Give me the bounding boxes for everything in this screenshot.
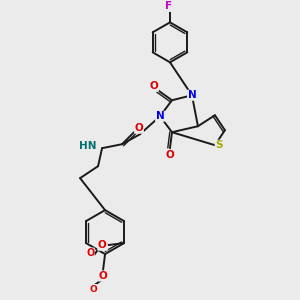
- Text: O: O: [85, 250, 93, 259]
- Text: N: N: [156, 111, 164, 121]
- Text: O: O: [166, 150, 174, 160]
- Text: F: F: [165, 2, 172, 11]
- Text: N: N: [188, 90, 196, 100]
- Text: O: O: [150, 81, 158, 91]
- Text: O: O: [86, 248, 94, 258]
- Text: O: O: [99, 240, 107, 250]
- Text: S: S: [215, 140, 223, 150]
- Text: O: O: [99, 271, 107, 281]
- Text: O: O: [89, 284, 97, 293]
- Text: HN: HN: [79, 141, 96, 151]
- Text: O: O: [98, 240, 106, 250]
- Text: O: O: [135, 123, 143, 133]
